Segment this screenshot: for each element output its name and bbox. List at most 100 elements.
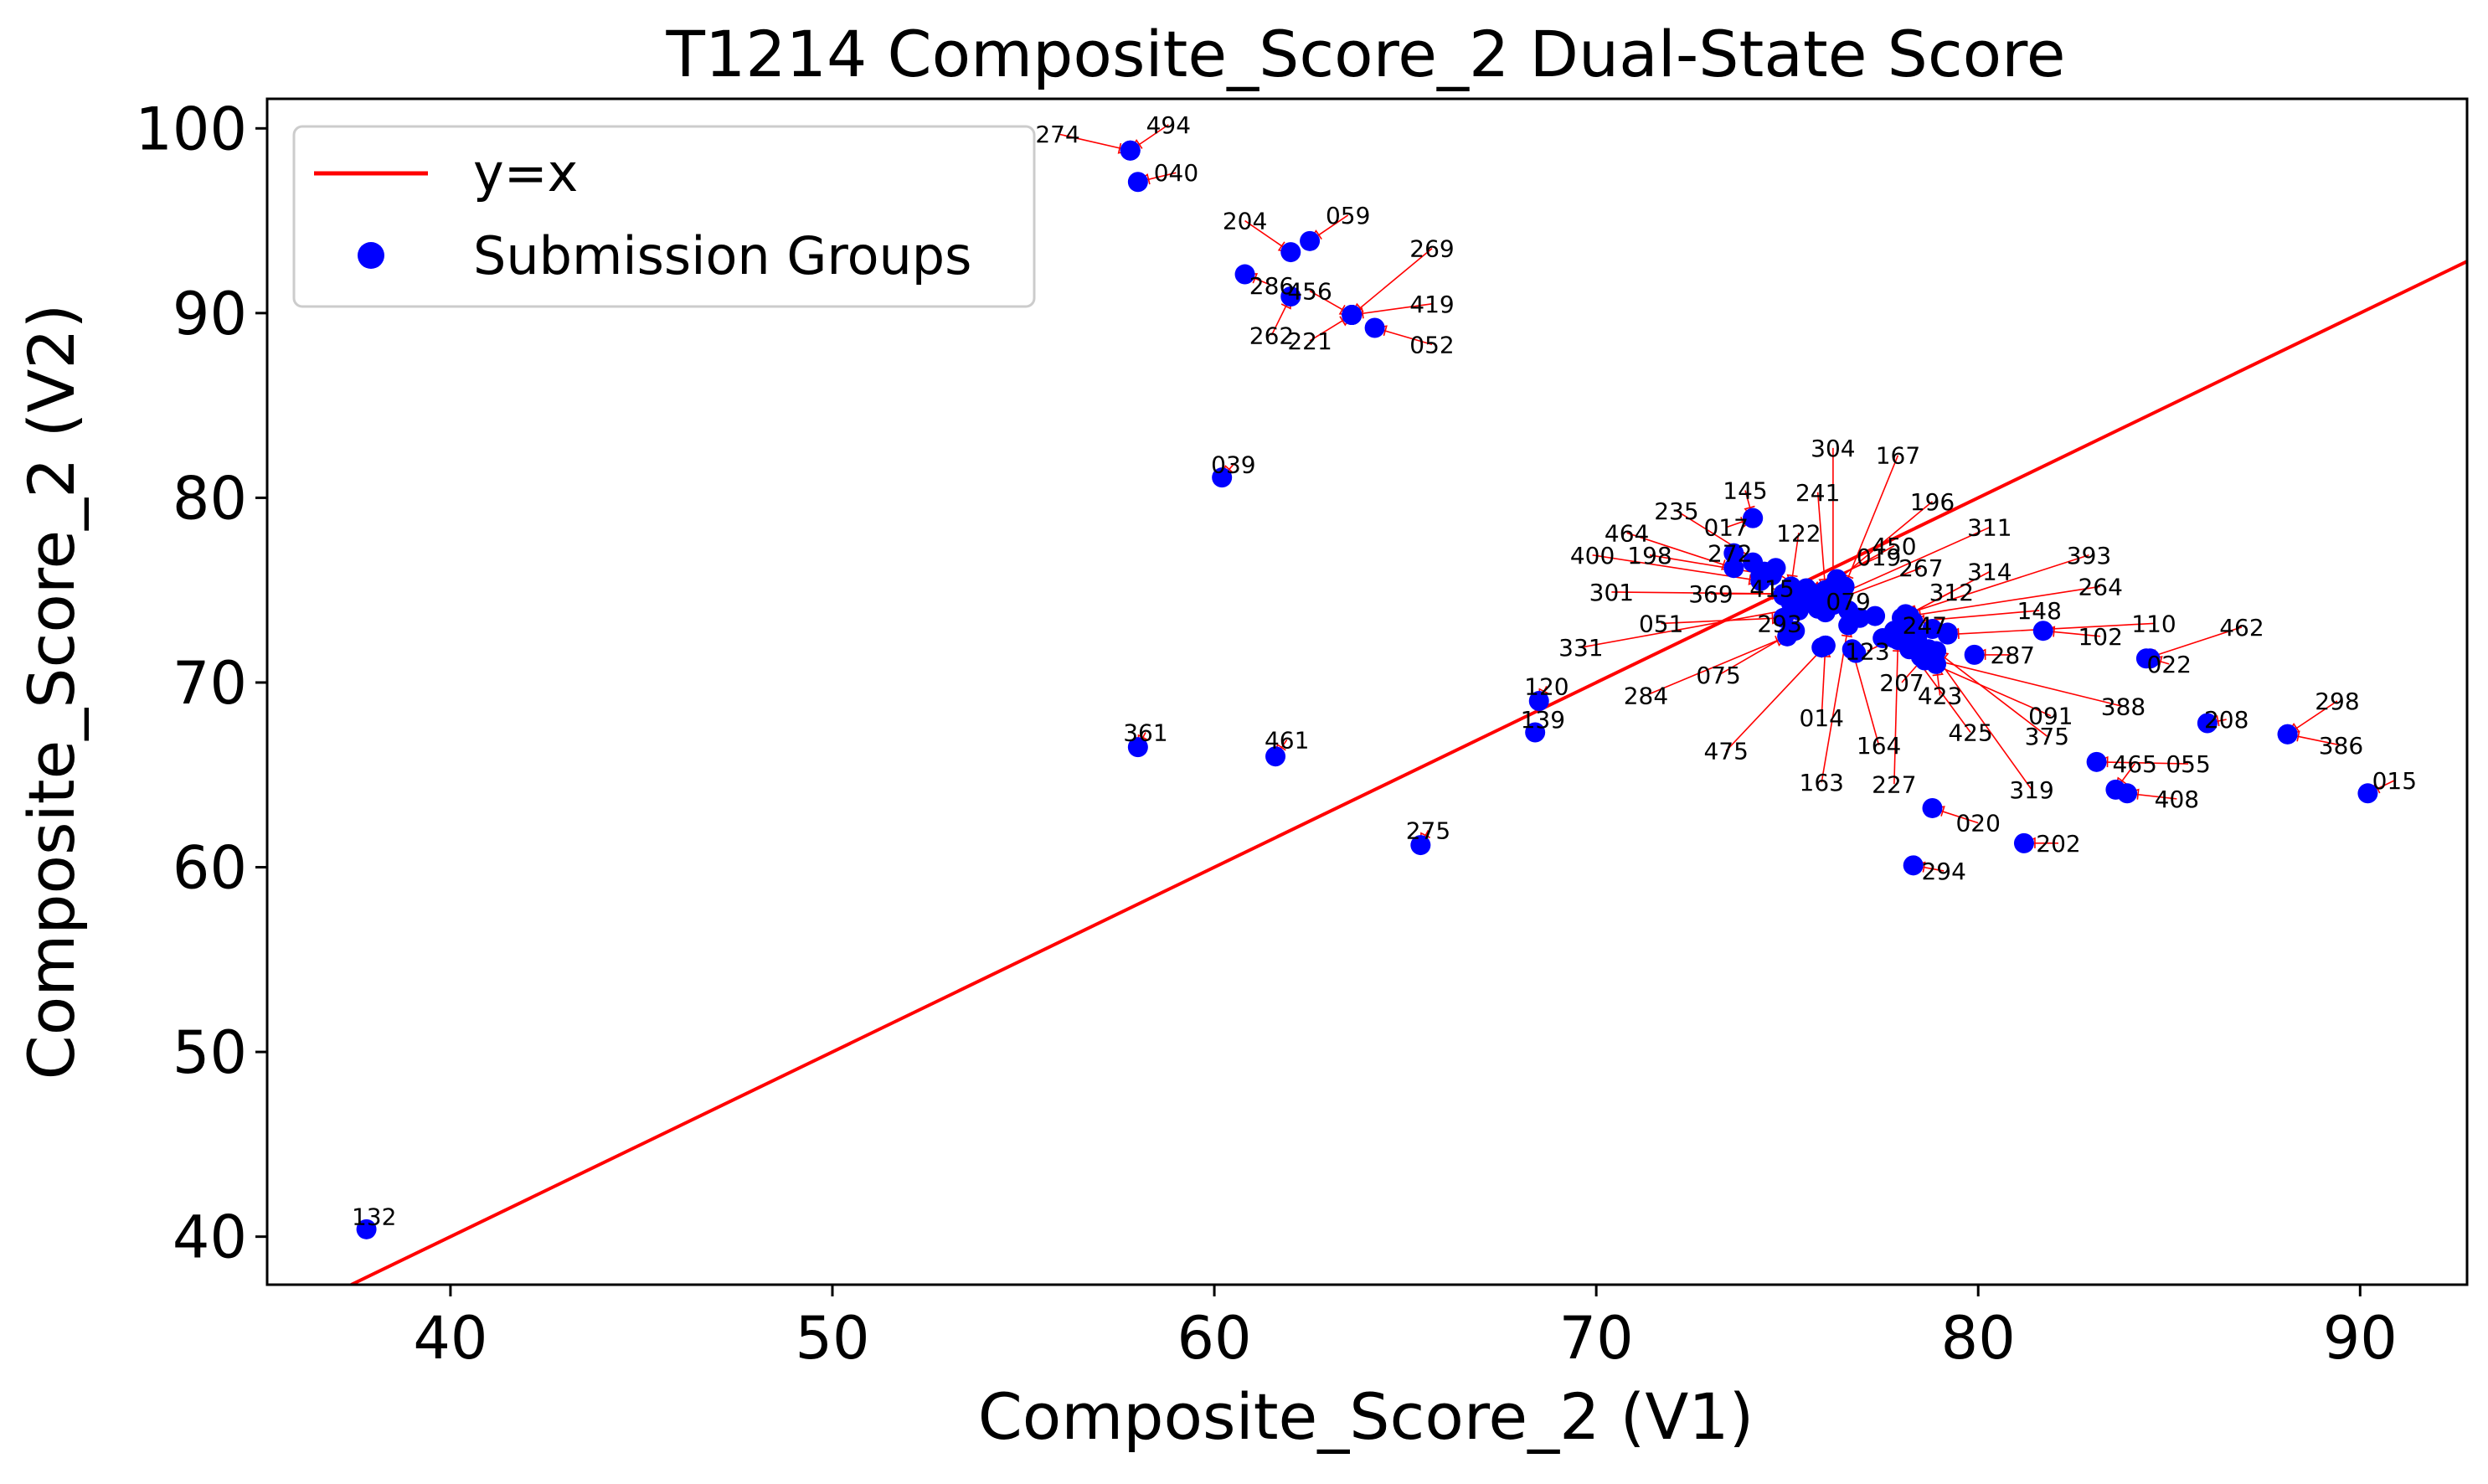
data-point-079 [1822, 595, 1843, 616]
point-label-461: 461 [1265, 726, 1309, 754]
x-tick-label: 40 [413, 1304, 487, 1373]
data-point-301 [1777, 584, 1798, 605]
point-label-198: 198 [1627, 542, 1672, 569]
annotation-arrow-298 [2290, 700, 2338, 734]
point-label-075: 075 [1696, 662, 1740, 689]
point-label-015: 015 [2372, 767, 2417, 795]
plot-area: 274 494 040 204 059 286 262 456 269 419 221 052 039 3… [265, 97, 2469, 1286]
annotation-arrow-052 [1378, 327, 1433, 346]
data-point-148 [1903, 611, 1924, 632]
point-label-247: 247 [1903, 612, 1947, 640]
data-point-284 [1777, 626, 1798, 647]
data-point-139 [1525, 722, 1546, 743]
point-label-450: 450 [1872, 533, 1916, 560]
annotation-arrow-055 [2099, 761, 2189, 765]
legend-label-submission-groups: Submission Groups [473, 225, 971, 286]
point-label-052: 052 [1409, 331, 1454, 358]
point-label-040: 040 [1154, 159, 1198, 187]
point-label-301: 301 [1589, 579, 1634, 606]
point-label-235: 235 [1654, 497, 1698, 525]
point-label-494: 494 [1146, 111, 1191, 139]
point-label-221: 221 [1287, 327, 1332, 355]
data-point-059 [1300, 230, 1321, 251]
point-label-284: 284 [1624, 682, 1668, 709]
annotation-arrow-051 [1661, 617, 1780, 625]
point-label-314: 314 [1967, 559, 2012, 586]
data-point-475 [1815, 635, 1836, 656]
annotation-arrow-301 [1611, 591, 1785, 595]
data-point-287 [1964, 644, 1985, 665]
legend-marker-swatch [358, 242, 384, 269]
annotation-arrow-375 [1938, 652, 2048, 737]
legend-box [292, 125, 1036, 308]
point-label-122: 122 [1776, 519, 1821, 547]
data-point-361 [1127, 737, 1148, 758]
point-label-393: 393 [2067, 542, 2111, 569]
point-label-264: 264 [2078, 573, 2122, 600]
y-tick-label: 40 [173, 1203, 247, 1272]
data-point-163 [1838, 615, 1859, 636]
point-label-123: 123 [1845, 637, 1889, 665]
annotation-arrow-319 [1934, 653, 2032, 791]
point-label-408: 408 [2155, 786, 2199, 813]
point-label-386: 386 [2319, 732, 2363, 760]
point-label-415: 415 [1749, 575, 1794, 602]
data-point-400 [1750, 570, 1771, 591]
data-point-132 [356, 1219, 377, 1239]
point-label-331: 331 [1558, 634, 1603, 662]
point-label-208: 208 [2204, 706, 2248, 734]
point-label-102: 102 [2078, 623, 2122, 651]
data-point-015 [2357, 783, 2378, 804]
point-label-319: 319 [2009, 776, 2053, 804]
annotation-arrow-274 [1057, 133, 1128, 151]
point-label-019: 019 [1857, 544, 1901, 571]
point-label-148: 148 [2017, 597, 2061, 625]
data-point-294 [1903, 855, 1924, 876]
y-axis-ticks: 40 50 60 70 80 90 100 [135, 95, 267, 1272]
point-labels-group: 274 494 040 204 059 286 262 456 269 419 221 052 039 3… [352, 111, 2417, 1231]
y-tick-label: 80 [173, 464, 247, 533]
annotation-arrow-264 [1912, 585, 2101, 616]
point-label-020: 020 [1955, 810, 2000, 837]
x-tick-label: 70 [1559, 1304, 1634, 1373]
point-label-017: 017 [1703, 514, 1748, 542]
point-label-139: 139 [1521, 706, 1565, 734]
data-point-110 [1937, 624, 1958, 645]
data-point-208 [2197, 713, 2218, 734]
data-point-055 [2086, 751, 2107, 772]
data-point-494 [1120, 140, 1141, 161]
point-label-227: 227 [1872, 770, 1916, 798]
point-label-196: 196 [1910, 488, 1955, 516]
data-point-017 [1743, 508, 1764, 528]
data-point-052 [1364, 317, 1385, 338]
point-label-110: 110 [2131, 610, 2176, 637]
point-label-163: 163 [1800, 769, 1844, 796]
point-label-462: 462 [2219, 614, 2264, 642]
data-point-408 [2117, 783, 2138, 804]
point-label-475: 475 [1703, 738, 1748, 765]
chart-title: T1214 Composite_Score_2 Dual-State Score [666, 17, 2066, 91]
point-label-298: 298 [2315, 688, 2359, 715]
point-label-145: 145 [1723, 477, 1767, 505]
point-label-164: 164 [1857, 732, 1901, 760]
axes-frame [265, 97, 2469, 1286]
point-label-055: 055 [2166, 750, 2210, 778]
point-label-369: 369 [1688, 580, 1733, 608]
y-axis-title: Composite_Score_2 (V2) [14, 304, 89, 1080]
point-label-274: 274 [1035, 121, 1079, 148]
legend: y=x Submission Groups [292, 125, 1036, 308]
point-label-293: 293 [1757, 610, 1801, 637]
x-tick-label: 80 [1941, 1304, 2016, 1373]
legend-label-reference-line: y=x [473, 142, 578, 204]
point-label-312: 312 [1929, 579, 1974, 606]
point-label-464: 464 [1605, 519, 1649, 547]
annotation-arrow-284 [1646, 636, 1785, 697]
data-point [1865, 605, 1886, 626]
point-label-419: 419 [1409, 291, 1454, 318]
reference-line-y-equals-x [350, 260, 2467, 1285]
y-tick-label: 70 [173, 649, 247, 718]
y-tick-label: 50 [173, 1018, 247, 1087]
point-label-294: 294 [1921, 858, 1965, 885]
point-label-022: 022 [2147, 651, 2192, 678]
data-point-022 [2140, 648, 2161, 669]
